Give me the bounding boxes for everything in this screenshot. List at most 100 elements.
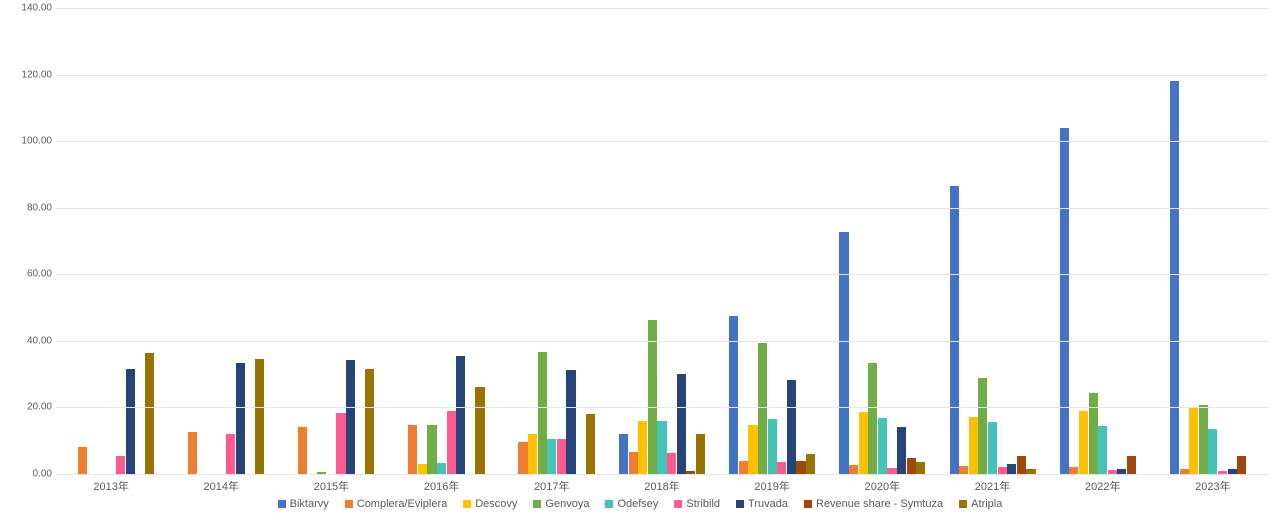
- bar: [547, 439, 556, 474]
- bar: [696, 434, 705, 474]
- bar: [1127, 456, 1136, 474]
- bar: [145, 353, 154, 474]
- chart-container: 0.0020.0040.0060.0080.00100.00120.00140.…: [0, 0, 1280, 517]
- bar: [586, 414, 595, 474]
- legend-swatch: [533, 500, 541, 508]
- y-tick-label: 120.00: [4, 69, 52, 80]
- y-tick-label: 0.00: [4, 469, 52, 480]
- legend-item: Complera/Eviplera: [345, 498, 447, 510]
- bar: [897, 427, 906, 474]
- bar: [418, 464, 427, 474]
- legend: Biktarvy Complera/Eviplera Descovy Genvoya O…: [0, 498, 1280, 510]
- legend-item: Biktarvy: [278, 498, 329, 510]
- bar: [236, 363, 245, 474]
- category-label: 2017年: [497, 478, 607, 494]
- y-tick-label: 80.00: [4, 202, 52, 213]
- category-label: 2023年: [1158, 478, 1268, 494]
- gridline: [56, 75, 1268, 76]
- bar: [796, 461, 805, 474]
- legend-label: Descovy: [475, 498, 517, 510]
- bar: [226, 434, 235, 474]
- gridline: [56, 474, 1268, 475]
- legend-label: Genvoya: [545, 498, 589, 510]
- legend-item: Stribild: [674, 498, 720, 510]
- bar: [427, 425, 436, 474]
- bar: [916, 462, 925, 474]
- plot-area: [56, 8, 1268, 474]
- bar: [437, 463, 446, 474]
- bar: [298, 427, 307, 474]
- bar: [116, 456, 125, 474]
- bar: [557, 439, 566, 474]
- legend-item: Truvada: [736, 498, 788, 510]
- y-tick-label: 100.00: [4, 136, 52, 147]
- legend-swatch: [804, 500, 812, 508]
- bar: [1098, 426, 1107, 474]
- category-label: 2013年: [56, 478, 166, 494]
- bar: [475, 387, 484, 474]
- gridline: [56, 407, 1268, 408]
- bar: [787, 380, 796, 474]
- gridline: [56, 274, 1268, 275]
- bar: [777, 462, 786, 474]
- bar: [1069, 467, 1078, 474]
- category-label: 2015年: [276, 478, 386, 494]
- x-axis-labels: 2013年2014年2015年2016年2017年2018年2019年2020年…: [56, 478, 1268, 494]
- bar: [768, 419, 777, 474]
- category-label: 2016年: [387, 478, 497, 494]
- bar: [255, 359, 264, 474]
- bar: [365, 369, 374, 474]
- bar: [188, 432, 197, 474]
- bar: [528, 434, 537, 474]
- bar: [1170, 81, 1179, 474]
- bar: [346, 360, 355, 475]
- legend-item: Atripla: [959, 498, 1002, 510]
- category-label: 2022年: [1048, 478, 1158, 494]
- bar: [839, 232, 848, 474]
- gridline: [56, 141, 1268, 142]
- bar: [739, 461, 748, 474]
- legend-swatch: [736, 500, 744, 508]
- bar: [806, 454, 815, 474]
- bar: [78, 447, 87, 474]
- bar: [638, 421, 647, 474]
- category-label: 2021年: [937, 478, 1047, 494]
- y-tick-label: 60.00: [4, 269, 52, 280]
- y-tick-label: 140.00: [4, 3, 52, 14]
- legend-label: Atripla: [971, 498, 1002, 510]
- bar: [1208, 429, 1217, 474]
- bar: [1060, 128, 1069, 474]
- y-tick-label: 20.00: [4, 402, 52, 413]
- bar: [648, 320, 657, 474]
- legend-swatch: [605, 500, 613, 508]
- bar: [447, 411, 456, 474]
- gridline: [56, 8, 1268, 9]
- bar: [758, 343, 767, 474]
- bar: [878, 418, 887, 474]
- legend-item: Genvoya: [533, 498, 589, 510]
- legend-label: Revenue share - Symtuza: [816, 498, 943, 510]
- bar: [677, 374, 686, 474]
- category-label: 2014年: [166, 478, 276, 494]
- bar: [566, 370, 575, 474]
- category-label: 2019年: [717, 478, 827, 494]
- bar: [748, 425, 757, 474]
- category-label: 2018年: [607, 478, 717, 494]
- bar: [978, 378, 987, 474]
- gridline: [56, 208, 1268, 209]
- bar: [959, 466, 968, 474]
- bar: [988, 422, 997, 474]
- bars-layer: [56, 8, 1268, 474]
- bar: [868, 363, 877, 474]
- legend-swatch: [674, 500, 682, 508]
- legend-item: Descovy: [463, 498, 517, 510]
- bar: [619, 434, 628, 474]
- bar: [1007, 464, 1016, 474]
- legend-label: Odefsey: [617, 498, 658, 510]
- legend-swatch: [959, 500, 967, 508]
- legend-label: Complera/Eviplera: [357, 498, 447, 510]
- legend-swatch: [345, 500, 353, 508]
- legend-label: Stribild: [686, 498, 720, 510]
- bar: [126, 369, 135, 474]
- bar: [849, 465, 858, 474]
